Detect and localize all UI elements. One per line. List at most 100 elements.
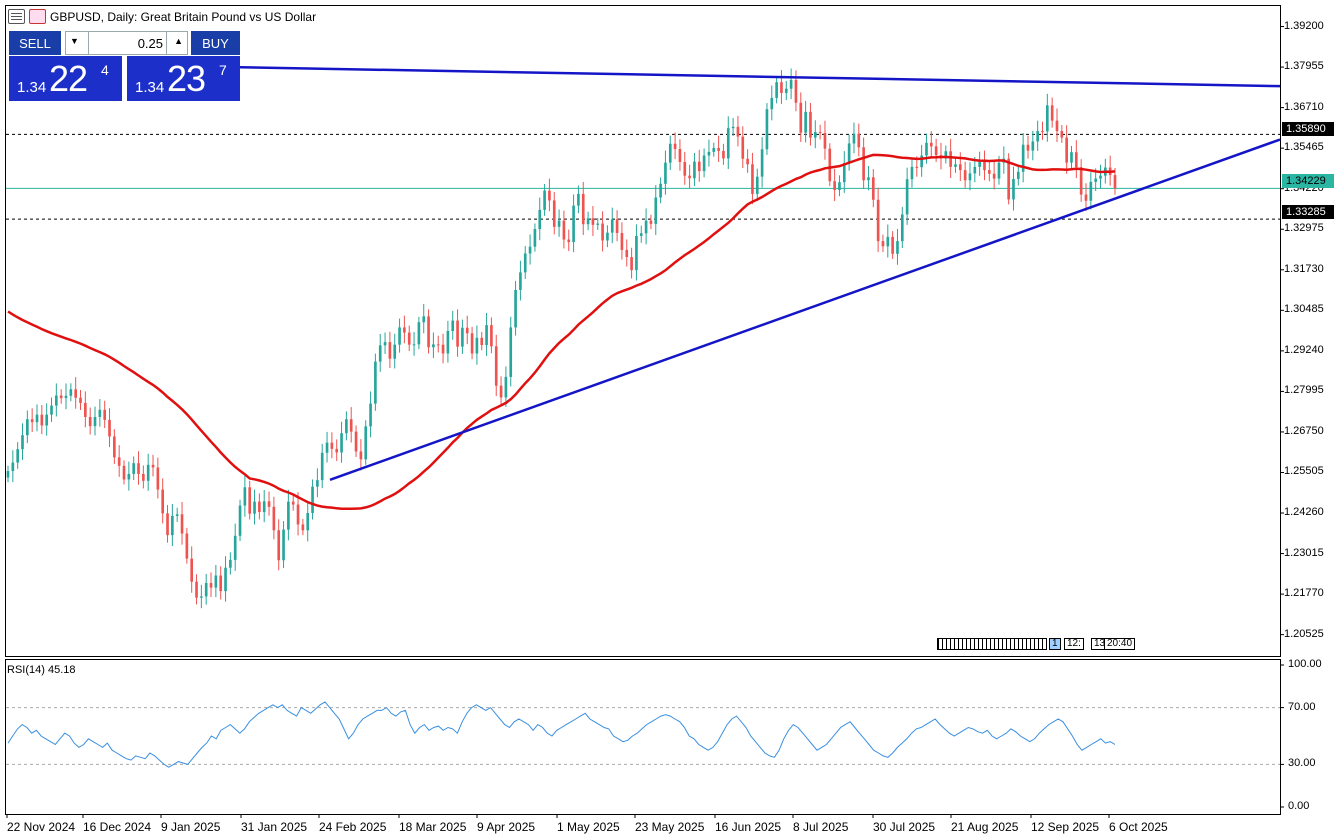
candle [1012,166,1015,211]
candle-body [432,344,435,348]
candle [780,70,783,104]
candle-body [50,405,53,415]
candle [910,157,914,188]
candle-body [625,249,629,258]
candle [1075,140,1078,179]
candle-body [722,150,725,159]
scroll-box-1[interactable]: 1 [1049,638,1061,650]
price-tick-label: 1.29240 [1284,343,1324,356]
date-tick-label: 18 Mar 2025 [399,820,467,834]
upper-trendline[interactable] [239,65,1281,88]
candle [1055,108,1059,143]
candle-body [253,501,256,514]
candle-body [475,337,479,354]
candle-body [79,397,82,403]
candle [528,234,532,265]
candle [896,228,899,265]
candle [900,206,904,248]
candle [113,429,116,464]
candle-body [833,181,836,191]
candle [876,187,880,252]
candle [161,478,165,524]
volume-stepper[interactable]: ▼ 0.25 ▲ [65,31,188,55]
candle [543,183,546,216]
candle-body [1045,105,1049,132]
candle-body [591,218,595,225]
lower-trendline[interactable] [329,138,1281,481]
candle [175,507,179,522]
candle [789,68,793,100]
candle-body [282,529,285,561]
candle-body [1007,158,1010,200]
candle-body [142,473,145,481]
candle [717,135,720,162]
date-tick-label: 31 Jan 2025 [241,820,308,834]
volume-decrease-icon[interactable]: ▼ [70,36,79,46]
candle [678,139,682,171]
candle [84,391,87,428]
candle [335,439,339,461]
candle-body [287,501,290,530]
date-tick-label: 22 Nov 2024 [7,820,76,834]
symbol-flag-icon[interactable] [29,9,46,24]
candle-body [374,361,377,404]
candle [267,491,271,516]
price-tick-label: 1.23015 [1284,546,1324,559]
candle [823,120,827,160]
candle-body [968,173,972,181]
candle [760,137,764,188]
candle-body [243,487,247,506]
date-tick-label: 21 Aug 2025 [951,820,1019,834]
candle-body [997,162,1001,179]
buy-price[interactable]: 1.34 23 7 [127,56,240,101]
candle-body [581,193,585,225]
candle [485,312,488,356]
candle [403,315,406,344]
candle-body [606,232,609,241]
candle-body [26,419,29,436]
candle [417,316,421,350]
sell-button[interactable]: SELL [9,31,61,55]
price-tick-label: 1.20525 [1284,627,1324,640]
candle-body [823,133,827,149]
candle [142,465,145,489]
candle [523,246,527,280]
candle-body [528,246,532,254]
candle-body [151,464,155,468]
buy-button[interactable]: BUY [191,31,240,55]
candle-body [1050,105,1054,121]
scroll-box-2[interactable]: 12: [1064,638,1084,650]
candle [359,439,363,471]
candle-body [1089,181,1093,201]
candle [190,546,194,593]
candle [944,145,948,164]
candle-body [200,596,203,598]
candle [668,135,672,170]
candle [1016,164,1020,186]
candle-body [775,82,778,98]
chart-list-icon[interactable] [8,9,25,24]
candle [644,208,648,245]
scroll-hatch[interactable] [937,638,1047,650]
chart-frame [5,5,1281,815]
candle [277,519,281,571]
candle-body [760,149,764,177]
candle [987,161,991,182]
candle [69,383,73,402]
candle-body [654,197,658,224]
candle-body [35,414,39,423]
date-tick-label: 24 Feb 2025 [319,820,387,834]
candle-body [847,143,851,163]
sell-price[interactable]: 1.34 22 4 [9,56,122,101]
candle-body [407,332,411,345]
candle [204,573,208,605]
volume-increase-icon[interactable]: ▲ [174,36,183,46]
candle-body [185,533,189,559]
scroll-box-4[interactable]: 20:40 [1104,638,1136,650]
candle [702,148,706,178]
candle [852,122,856,154]
candle-body [480,337,484,346]
candle [21,423,24,460]
volume-value[interactable]: 0.25 [137,36,163,51]
candle [577,185,580,214]
